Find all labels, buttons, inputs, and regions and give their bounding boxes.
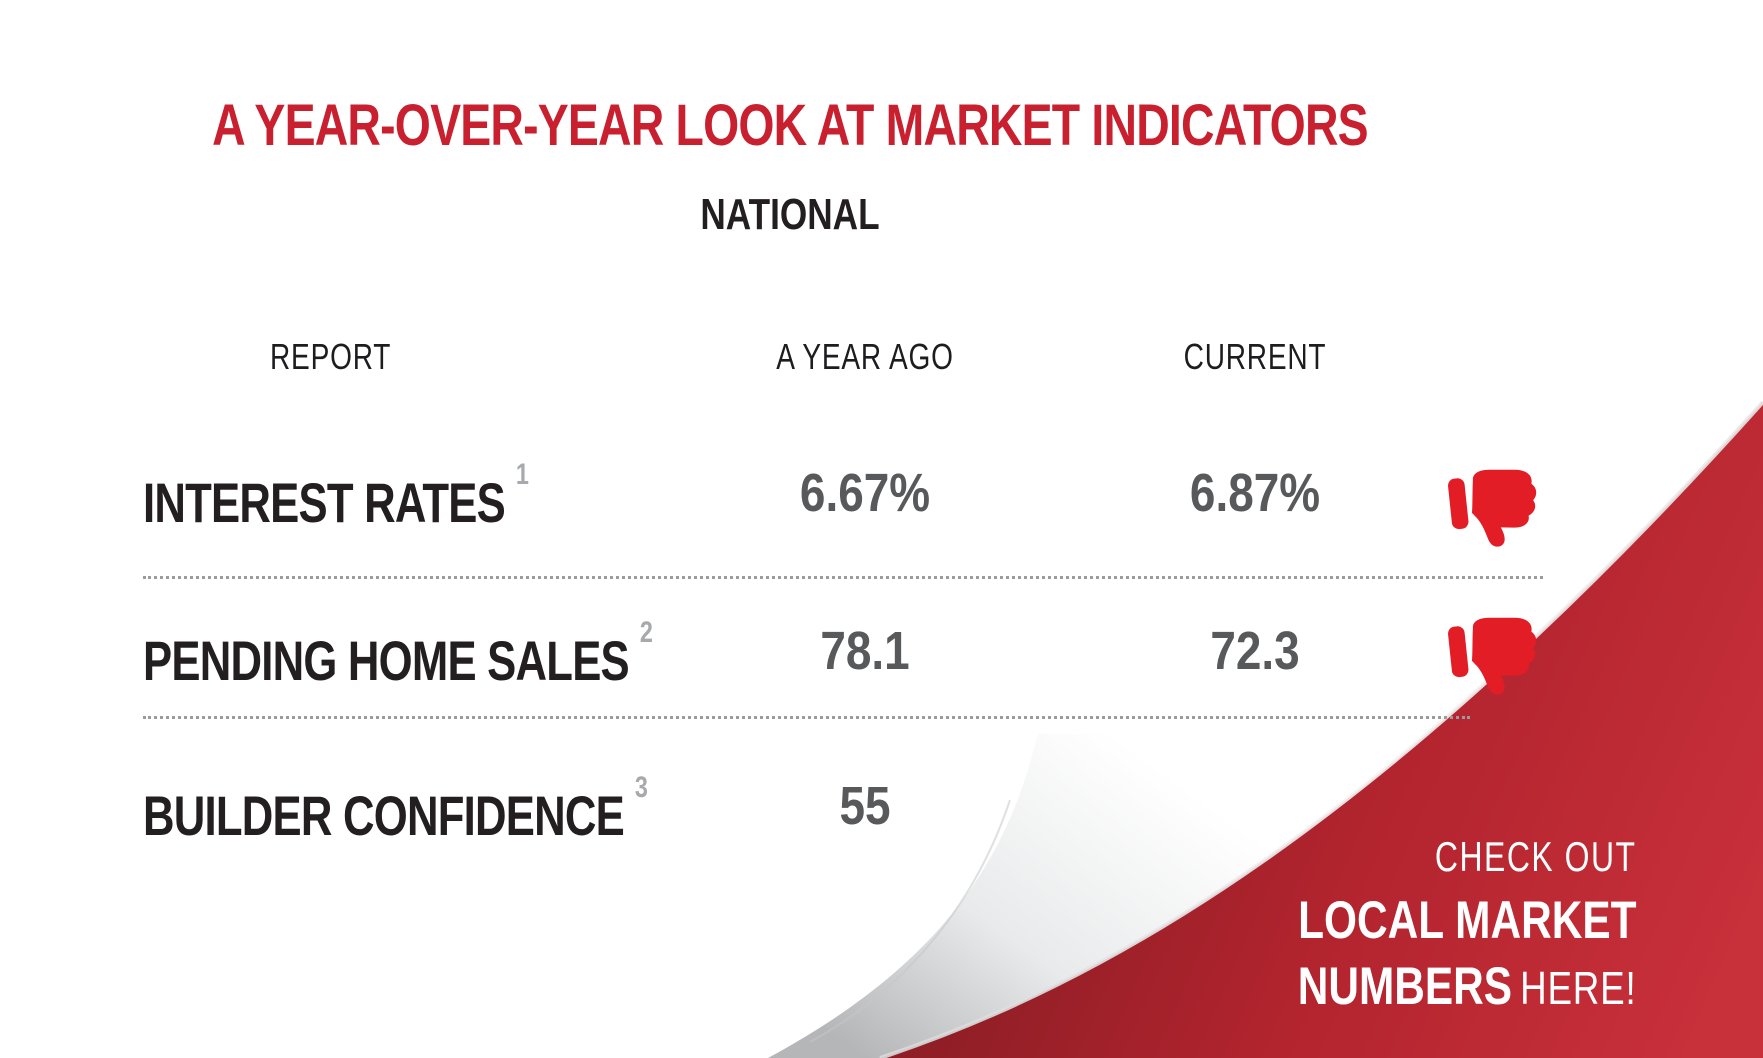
thumbs-down-icon — [1446, 464, 1544, 548]
footnote-marker: 1 — [515, 458, 529, 491]
pending-home-sales-year-ago-value: 78.1 — [820, 621, 910, 681]
footnote-marker: 3 — [634, 771, 648, 804]
column-header-current: CURRENT — [1183, 336, 1327, 377]
pending-home-sales-current-value: 72.3 — [1210, 621, 1300, 681]
page-title: A YEAR-OVER-YEAR LOOK AT MARKET INDICATO… — [212, 93, 1368, 158]
row-divider — [143, 576, 1543, 579]
interest-rates-current-value: 6.87% — [1189, 463, 1321, 523]
column-header-report: REPORT — [270, 336, 392, 377]
thumbs-down-icon — [1446, 612, 1544, 696]
local-market-cta[interactable]: CHECK OUT LOCAL MARKET NUMBERS HERE! — [1213, 833, 1637, 1016]
column-header-year-ago: A YEAR AGO — [776, 336, 954, 377]
builder-confidence-year-ago-value: 55 — [839, 776, 891, 836]
row-label-interest-rates: INTEREST RATES 1 — [143, 458, 529, 534]
row-divider — [143, 716, 1470, 719]
interest-rates-year-ago-value: 6.67% — [799, 463, 931, 523]
row-label-builder-confidence: BUILDER CONFIDENCE 3 — [143, 771, 648, 847]
section-label-national: NATIONAL — [700, 190, 880, 239]
row-label-pending-home-sales: PENDING HOME SALES 2 — [143, 616, 653, 692]
cta-line-local-market: LOCAL MARKET — [1298, 891, 1637, 950]
cta-line-numbers-here: NUMBERS HERE! — [1298, 957, 1637, 1016]
footnote-marker: 2 — [639, 616, 653, 649]
cta-line-check-out: CHECK OUT — [1435, 833, 1637, 880]
